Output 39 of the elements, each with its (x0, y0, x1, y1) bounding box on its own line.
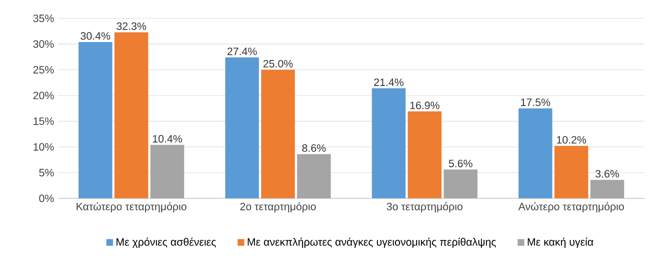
x-tick-label: Ανώτερο τεταρτημόριο (518, 202, 624, 212)
legend-label: Με κακή υγεία (528, 238, 594, 248)
bar (261, 70, 295, 198)
data-label: 8.6% (302, 144, 326, 152)
bar (444, 170, 478, 198)
y-tick-label: 5% (39, 168, 54, 176)
x-tick-label: 2ο τεταρτημόριο (240, 202, 316, 212)
x-tick-label: 3ο τεταρτημόριο (386, 202, 462, 212)
data-label: 32.3% (116, 22, 146, 30)
x-tick-label: Κατώτερο τεταρτημόριο (76, 202, 186, 212)
data-label: 10.4% (152, 135, 182, 143)
bar (518, 108, 552, 198)
data-label: 10.2% (557, 136, 586, 144)
y-tick-label: 0% (39, 194, 54, 202)
data-label: 16.9% (410, 102, 440, 110)
data-label: 30.4% (80, 32, 110, 40)
legend-label: Με ανεκπλήρωτες ανάγκες υγειονομικής περίθαλψης (248, 238, 496, 248)
y-tick-label: 30% (33, 40, 54, 48)
data-label: 17.5% (521, 98, 550, 106)
y-tick-label: 15% (34, 117, 54, 125)
y-tick-label: 35% (33, 14, 54, 22)
bar (114, 32, 148, 198)
data-label: 25.0% (263, 60, 293, 68)
data-label: 3.6% (596, 170, 620, 178)
bar (590, 180, 624, 198)
data-label: 27.4% (227, 48, 257, 56)
bar (150, 144, 184, 198)
bar (297, 154, 331, 198)
bar (225, 57, 259, 198)
y-tick-label: 20% (33, 92, 54, 100)
data-label: 21.4% (374, 78, 404, 86)
y-tick-label: 10% (34, 143, 54, 151)
legend-label: Με χρόνιες ασθένειες (116, 238, 216, 248)
bar (78, 42, 112, 198)
data-label: 5.6% (448, 160, 472, 168)
bar (372, 88, 406, 198)
bar (554, 146, 588, 198)
y-tick-label: 25% (33, 66, 54, 74)
bar (408, 111, 442, 198)
